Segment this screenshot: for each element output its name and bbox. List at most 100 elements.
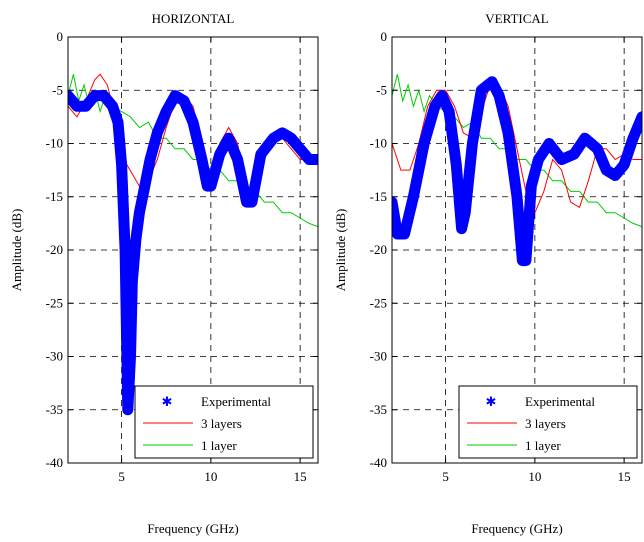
y-tick-label: -25 [46, 295, 63, 310]
series-experimental-point [81, 102, 90, 111]
series-experimental-point [638, 112, 642, 121]
series-experimental-point [430, 102, 439, 111]
y-tick-label: -40 [46, 455, 63, 470]
x-tick-label: 15 [618, 469, 631, 484]
y-tick-label: -35 [370, 402, 387, 417]
series-experimental-point [468, 139, 477, 148]
series-experimental-point [445, 107, 454, 116]
series-experimental-point [135, 208, 144, 217]
legend-box [134, 385, 314, 459]
x-tick-label: 15 [294, 469, 307, 484]
series-experimental-point [461, 208, 470, 217]
y-tick-label: -35 [46, 402, 63, 417]
legend-label-experimental: Experimental [525, 394, 595, 409]
legend-label-1-layer: 1 layer [201, 438, 237, 453]
series-experimental-point [140, 182, 149, 191]
series-experimental-point [287, 134, 296, 143]
series-experimental-point [189, 118, 197, 127]
x-tick-label: 5 [442, 469, 449, 484]
series-experimental-point [153, 128, 162, 137]
series-experimental-point [215, 150, 224, 159]
x-tick-label: 5 [118, 469, 125, 484]
y-tick-label: -15 [46, 189, 63, 204]
series-experimental-point [180, 96, 189, 105]
series-experimental-point [121, 246, 130, 254]
legend-marker-experimental: ✱ [486, 394, 497, 409]
y-axis-label: Amplitude (dB) [9, 209, 24, 292]
series-experimental-point [457, 224, 466, 233]
y-tick-label: 0 [381, 29, 388, 44]
series-experimental-point [269, 134, 278, 143]
legend-label-3-layers: 3 layers [525, 416, 566, 431]
series-experimental-point [72, 102, 81, 111]
y-axis-label: Amplitude (dB) [333, 209, 348, 292]
panel-horizontal: 5 10 15 0 -5 -10 -15 -20 -25 -30 -35 -40 HORIZONTAL F… [9, 11, 319, 536]
series-experimental-point [629, 134, 638, 143]
series-experimental-point [128, 277, 137, 286]
series-experimental-point [247, 198, 256, 207]
series-experimental-point [123, 405, 132, 414]
x-tick-label: 10 [528, 469, 541, 484]
series-1-layer-line [392, 74, 642, 228]
series-experimental-point [393, 230, 402, 239]
y-tick-label: -25 [370, 295, 387, 310]
legend-box [458, 385, 638, 459]
series-experimental-point [278, 128, 287, 137]
y-tick-label: -10 [46, 136, 63, 151]
x-tick-label: 10 [204, 469, 217, 484]
series-experimental-point [545, 139, 554, 148]
legend-label-3-layers: 3 layers [201, 416, 242, 431]
legend: ✱ Experimental 3 layers 1 layer [458, 385, 638, 459]
y-tick-label: -30 [370, 349, 387, 364]
series-experimental-point [495, 91, 504, 100]
series-experimental-point [126, 352, 135, 361]
series-experimental-point [409, 192, 418, 201]
series-experimental-point [557, 155, 566, 164]
series-experimental-point [452, 160, 461, 169]
legend: ✱ Experimental 3 layers 1 layer [134, 385, 314, 459]
series-experimental-point [114, 118, 122, 127]
series-experimental-point [521, 256, 530, 265]
legend-label-experimental: Experimental [201, 394, 271, 409]
series-experimental-point [197, 155, 206, 164]
panel-vertical: 5 10 15 0 -5 -10 -15 -20 -25 -30 -35 -40 VERTICAL Fre… [333, 11, 643, 536]
series-experimental-point [400, 230, 409, 239]
series-experimental-point [256, 150, 265, 159]
y-tick-label: -40 [370, 455, 387, 470]
series-experimental-point [611, 171, 620, 180]
series-experimental-point [488, 77, 496, 86]
y-tick-label: -20 [370, 242, 387, 257]
series-experimental-point [171, 91, 180, 100]
y-tick-label: -5 [376, 82, 387, 97]
series-experimental-point [580, 134, 589, 143]
series-experimental-point [314, 155, 318, 164]
panel-title: HORIZONTAL [152, 11, 235, 26]
series-experimental-point [534, 155, 543, 164]
y-tick-label: -30 [46, 349, 63, 364]
series-experimental-point [296, 144, 305, 153]
panel-title: VERTICAL [485, 11, 549, 26]
series-experimental-point [162, 107, 171, 116]
series-experimental-point [570, 150, 579, 159]
series-experimental-point [305, 155, 314, 164]
series-experimental-point [108, 102, 117, 111]
x-axis-label: Frequency (GHz) [147, 521, 238, 536]
series-experimental-point [504, 128, 513, 137]
y-tick-label: 0 [57, 29, 64, 44]
series-experimental-point [146, 155, 155, 164]
series-experimental-point [224, 134, 233, 143]
y-tick-label: -10 [370, 136, 387, 151]
series-experimental-point [620, 160, 629, 169]
legend-label-1-layer: 1 layer [525, 438, 561, 453]
series-experimental-point [477, 86, 486, 95]
series-experimental-point [117, 160, 126, 169]
x-axis-label: Frequency (GHz) [471, 521, 562, 536]
series-experimental-point [438, 91, 446, 100]
series-experimental-point [233, 155, 242, 164]
series-experimental-point [513, 192, 521, 201]
series-experimental-point [392, 198, 396, 207]
y-tick-label: -5 [52, 82, 63, 97]
series-experimental-point [90, 91, 99, 100]
series-experimental-point [206, 182, 215, 191]
